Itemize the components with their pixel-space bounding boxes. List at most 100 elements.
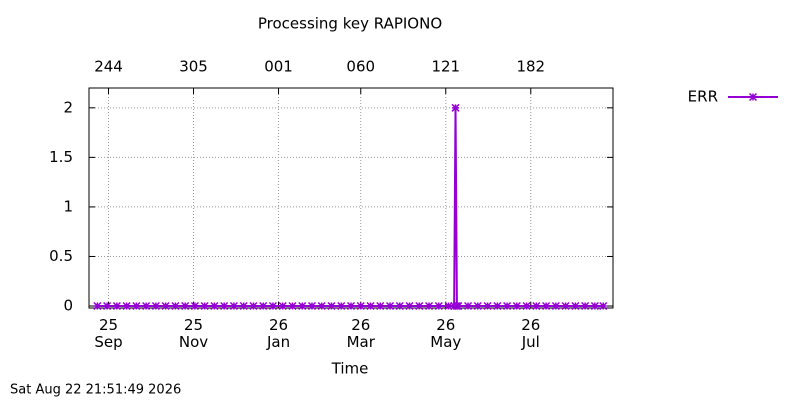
data-point	[298, 301, 307, 311]
data-point	[561, 301, 570, 311]
data-point	[454, 301, 463, 311]
marker-shape	[493, 301, 502, 311]
data-point	[337, 301, 346, 311]
data-point	[522, 301, 531, 311]
marker-shape	[542, 301, 551, 311]
data-point	[366, 301, 375, 311]
data-point	[122, 301, 131, 311]
legend-label: ERR	[688, 88, 718, 106]
marker-shape	[122, 301, 131, 311]
marker-shape	[503, 301, 512, 311]
marker-shape	[249, 301, 258, 311]
marker-shape	[512, 301, 521, 311]
marker-shape	[190, 301, 199, 311]
marker-shape	[151, 301, 160, 311]
y-tick-label: 0	[63, 297, 73, 315]
marker-shape	[385, 301, 395, 311]
data-point	[259, 301, 268, 311]
data-point	[503, 301, 512, 311]
data-point	[395, 301, 404, 311]
data-point	[103, 301, 112, 311]
timestamp: Sat Aug 22 21:51:49 2026	[10, 383, 181, 398]
marker-shape	[376, 301, 385, 311]
data-point	[571, 301, 580, 311]
marker-shape	[229, 301, 238, 311]
marker-shape	[171, 301, 180, 311]
data-point	[268, 301, 277, 311]
marker-shape	[103, 301, 112, 311]
marker-shape	[532, 301, 541, 311]
data-point	[464, 301, 473, 311]
marker-shape	[132, 301, 141, 311]
data-point	[581, 301, 590, 311]
marker-shape	[93, 301, 102, 311]
x-tick-label: 25 Nov	[178, 316, 209, 351]
marker-shape	[317, 301, 326, 311]
marker-shape	[327, 301, 336, 311]
marker-shape	[551, 301, 560, 311]
data-point	[151, 301, 160, 311]
data-point	[512, 301, 521, 311]
marker-shape	[210, 301, 219, 311]
data-point	[385, 301, 395, 311]
x-tick-label: 25 Sep	[94, 316, 123, 351]
y-tick-label: 1	[63, 197, 73, 215]
marker-shape	[161, 301, 170, 311]
marker-shape	[464, 301, 473, 311]
marker-shape	[259, 301, 268, 311]
marker-shape	[366, 301, 375, 311]
x2-tick-label: 182	[516, 58, 545, 76]
data-point	[493, 301, 502, 311]
data-point	[551, 301, 560, 311]
data-point	[132, 301, 141, 311]
marker-shape	[571, 301, 580, 311]
data-point	[278, 301, 287, 311]
data-point	[599, 301, 608, 311]
data-point	[239, 301, 248, 311]
marker-shape	[590, 301, 599, 311]
x2-tick-label: 060	[346, 58, 375, 76]
plot-frame	[88, 87, 614, 309]
data-point	[483, 301, 492, 311]
marker-shape	[395, 301, 404, 311]
legend-marker	[748, 92, 758, 102]
data-point	[229, 301, 238, 311]
marker-shape	[268, 301, 277, 311]
data-point	[288, 301, 297, 311]
marker-shape	[444, 301, 453, 311]
data-point	[356, 301, 365, 311]
marker-shape	[454, 301, 463, 311]
data-point	[171, 301, 180, 311]
data-point	[425, 301, 434, 311]
data-point	[473, 301, 482, 311]
marker-shape	[425, 301, 434, 311]
y-tick-label: 2	[63, 98, 73, 116]
data-point	[220, 301, 229, 311]
marker-shape	[112, 301, 121, 311]
chart-title: Processing key RAPIONO	[258, 15, 442, 33]
y-tick-label: 0.5	[49, 247, 73, 265]
data-point	[210, 301, 219, 311]
x2-tick-label: 001	[264, 58, 293, 76]
x-tick-label: 26 Jul	[521, 316, 541, 351]
data-point	[249, 301, 258, 311]
marker-shape	[561, 301, 570, 311]
marker-shape	[288, 301, 297, 311]
marker-shape	[581, 301, 590, 311]
data-point	[532, 301, 541, 311]
marker-shape	[200, 301, 209, 311]
x2-tick-label: 305	[179, 58, 208, 76]
y-tick-label: 1.5	[49, 148, 73, 166]
marker-shape	[307, 301, 317, 311]
data-point	[161, 301, 170, 311]
marker-shape	[451, 103, 460, 112]
data-point	[317, 301, 326, 311]
data-point	[181, 301, 190, 311]
marker-shape	[239, 301, 248, 311]
marker-shape	[298, 301, 307, 311]
marker-shape	[483, 301, 492, 311]
x-tick-label: 26 Mar	[346, 316, 375, 351]
data-point	[444, 301, 453, 311]
